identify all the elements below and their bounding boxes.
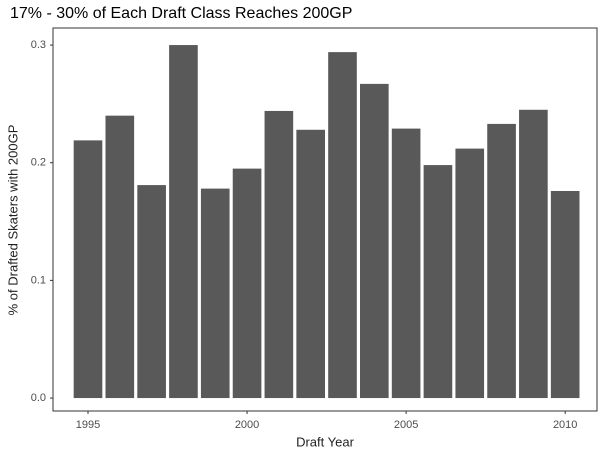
bar xyxy=(550,190,580,399)
y-tick-label: 0.3 xyxy=(31,39,46,51)
bar xyxy=(137,185,166,399)
bar xyxy=(105,115,135,399)
plot-border xyxy=(52,27,598,412)
bar xyxy=(391,128,421,399)
bar xyxy=(359,83,389,399)
bar xyxy=(455,148,485,399)
bar xyxy=(200,188,230,399)
y-axis-label: % of Drafted Skaters with 200GP xyxy=(5,125,20,316)
y-tick-label: 0.1 xyxy=(31,274,46,286)
bar xyxy=(328,52,357,399)
bar xyxy=(169,45,198,399)
bar xyxy=(519,109,548,399)
bar xyxy=(487,123,516,399)
x-tick-label: 2000 xyxy=(235,419,259,431)
y-tick-label: 0.0 xyxy=(31,392,46,404)
bar xyxy=(232,168,262,399)
bar xyxy=(423,165,453,399)
x-tick-label: 2010 xyxy=(553,419,577,431)
x-axis-label: Draft Year xyxy=(296,434,354,449)
bar xyxy=(296,129,325,399)
y-tick-label: 0.2 xyxy=(31,157,46,169)
x-tick-label: 2005 xyxy=(394,419,418,431)
x-tick-label: 1995 xyxy=(76,419,100,431)
chart-title: 17% - 30% of Each Draft Class Reaches 20… xyxy=(10,5,352,22)
bar xyxy=(264,110,294,399)
bar xyxy=(73,140,103,399)
